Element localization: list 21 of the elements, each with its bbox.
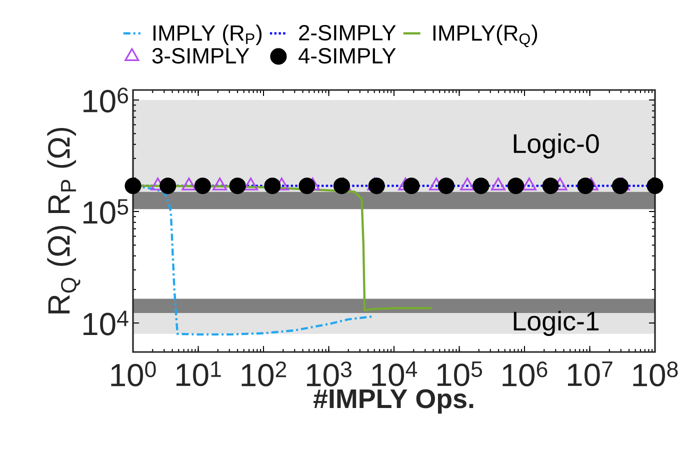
x-tick-label: 10$^{0}$: [111, 361, 156, 386]
band-label: Logic-1: [514, 310, 599, 336]
x-tick-label: 10$^{5}$: [437, 362, 482, 386]
legend-label: IMPLY (R$_{P}$): [153, 24, 262, 46]
legend-label: 2-SIMPLY: [299, 24, 396, 41]
y-tick-label: 10$^{4}$: [84, 310, 128, 336]
x-tick-label: 10$^{1}$: [176, 362, 221, 386]
legend-label: IMPLY(R$_{Q}$): [433, 24, 538, 48]
x-tick-label: 10$^{8}$: [633, 361, 678, 386]
legend-label: 3-SIMPLY: [152, 48, 250, 64]
y-axis-title: R$_{Q}$ (Ω) R$_{P}$ (Ω): [47, 128, 80, 314]
x-tick-label: 10$^{2}$: [242, 361, 286, 386]
band-label: Logic-0: [514, 133, 599, 158]
x-tick-label: 10$^{3}$: [306, 361, 352, 386]
y-tick-label: 10$^{6}$: [84, 88, 128, 112]
y-tick-label: 10$^{5}$: [84, 199, 128, 224]
x-tick-label: 10$^{6}$: [502, 361, 548, 386]
x-tick-label: 10$^{4}$: [372, 362, 418, 386]
x-tick-label: 10$^{7}$: [568, 362, 612, 386]
x-axis-title: #IMPLY Ops.: [313, 389, 474, 414]
legend-label: 4-SIMPLY: [298, 48, 396, 64]
